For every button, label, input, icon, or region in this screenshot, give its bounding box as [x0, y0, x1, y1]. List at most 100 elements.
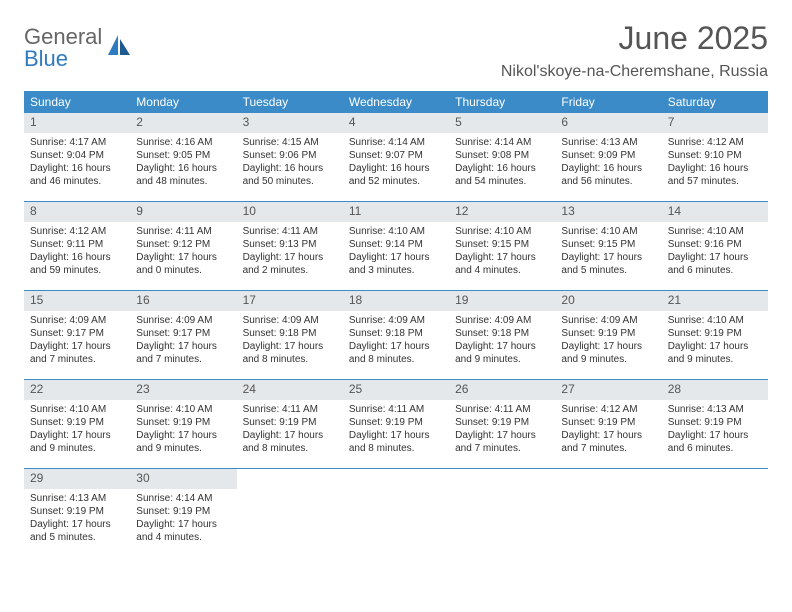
sunrise-text: Sunrise: 4:10 AM — [136, 403, 230, 416]
sunrise-text: Sunrise: 4:09 AM — [561, 314, 655, 327]
sunrise-text: Sunrise: 4:15 AM — [243, 136, 337, 149]
location-text: Nikol'skoye-na-Cheremshane, Russia — [501, 63, 768, 81]
sunset-text: Sunset: 9:08 PM — [455, 149, 549, 162]
sunset-text: Sunset: 9:07 PM — [349, 149, 443, 162]
sunrise-text: Sunrise: 4:09 AM — [243, 314, 337, 327]
daylight-text: Daylight: 17 hours and 6 minutes. — [668, 429, 762, 455]
sunset-text: Sunset: 9:14 PM — [349, 238, 443, 251]
day-number: 28 — [662, 380, 768, 400]
sunrise-text: Sunrise: 4:13 AM — [668, 403, 762, 416]
daylight-text: Daylight: 17 hours and 9 minutes. — [136, 429, 230, 455]
dow-thursday: Thursday — [449, 91, 555, 113]
daylight-text: Daylight: 17 hours and 8 minutes. — [243, 340, 337, 366]
day-number: 15 — [24, 291, 130, 311]
day-number: 5 — [449, 113, 555, 133]
day-cell: 11Sunrise: 4:10 AMSunset: 9:14 PMDayligh… — [343, 202, 449, 290]
day-cell: 25Sunrise: 4:11 AMSunset: 9:19 PMDayligh… — [343, 380, 449, 468]
sunrise-text: Sunrise: 4:12 AM — [561, 403, 655, 416]
sunset-text: Sunset: 9:18 PM — [243, 327, 337, 340]
day-cell: 19Sunrise: 4:09 AMSunset: 9:18 PMDayligh… — [449, 291, 555, 379]
daylight-text: Daylight: 17 hours and 9 minutes. — [455, 340, 549, 366]
week-row: 29Sunrise: 4:13 AMSunset: 9:19 PMDayligh… — [24, 469, 768, 557]
dow-sunday: Sunday — [24, 91, 130, 113]
daylight-text: Daylight: 17 hours and 8 minutes. — [349, 429, 443, 455]
calendar: Sunday Monday Tuesday Wednesday Thursday… — [24, 91, 768, 557]
daylight-text: Daylight: 17 hours and 9 minutes. — [561, 340, 655, 366]
sunrise-text: Sunrise: 4:09 AM — [455, 314, 549, 327]
day-body: Sunrise: 4:10 AMSunset: 9:15 PMDaylight:… — [555, 222, 661, 283]
day-body: Sunrise: 4:10 AMSunset: 9:19 PMDaylight:… — [662, 311, 768, 372]
dow-friday: Friday — [555, 91, 661, 113]
day-number: 22 — [24, 380, 130, 400]
daylight-text: Daylight: 17 hours and 9 minutes. — [668, 340, 762, 366]
sunset-text: Sunset: 9:17 PM — [30, 327, 124, 340]
day-number: 30 — [130, 469, 236, 489]
sunset-text: Sunset: 9:19 PM — [561, 416, 655, 429]
sunset-text: Sunset: 9:18 PM — [455, 327, 549, 340]
sunset-text: Sunset: 9:19 PM — [243, 416, 337, 429]
day-cell: 18Sunrise: 4:09 AMSunset: 9:18 PMDayligh… — [343, 291, 449, 379]
day-cell: 13Sunrise: 4:10 AMSunset: 9:15 PMDayligh… — [555, 202, 661, 290]
day-body: Sunrise: 4:14 AMSunset: 9:07 PMDaylight:… — [343, 133, 449, 194]
day-cell: 30Sunrise: 4:14 AMSunset: 9:19 PMDayligh… — [130, 469, 236, 557]
day-cell: 17Sunrise: 4:09 AMSunset: 9:18 PMDayligh… — [237, 291, 343, 379]
sunrise-text: Sunrise: 4:14 AM — [455, 136, 549, 149]
day-cell: 26Sunrise: 4:11 AMSunset: 9:19 PMDayligh… — [449, 380, 555, 468]
daylight-text: Daylight: 16 hours and 54 minutes. — [455, 162, 549, 188]
day-body: Sunrise: 4:10 AMSunset: 9:14 PMDaylight:… — [343, 222, 449, 283]
daylight-text: Daylight: 16 hours and 48 minutes. — [136, 162, 230, 188]
day-cell: 16Sunrise: 4:09 AMSunset: 9:17 PMDayligh… — [130, 291, 236, 379]
day-cell — [555, 469, 661, 557]
day-cell: 12Sunrise: 4:10 AMSunset: 9:15 PMDayligh… — [449, 202, 555, 290]
sunrise-text: Sunrise: 4:14 AM — [136, 492, 230, 505]
day-body: Sunrise: 4:10 AMSunset: 9:16 PMDaylight:… — [662, 222, 768, 283]
day-body: Sunrise: 4:09 AMSunset: 9:18 PMDaylight:… — [237, 311, 343, 372]
sunrise-text: Sunrise: 4:09 AM — [30, 314, 124, 327]
sunrise-text: Sunrise: 4:10 AM — [668, 225, 762, 238]
day-body: Sunrise: 4:09 AMSunset: 9:18 PMDaylight:… — [343, 311, 449, 372]
sunset-text: Sunset: 9:19 PM — [668, 327, 762, 340]
brand-name-top: General — [24, 26, 102, 48]
day-number: 27 — [555, 380, 661, 400]
daylight-text: Daylight: 17 hours and 6 minutes. — [668, 251, 762, 277]
sunset-text: Sunset: 9:18 PM — [349, 327, 443, 340]
day-cell: 1Sunrise: 4:17 AMSunset: 9:04 PMDaylight… — [24, 113, 130, 201]
day-body: Sunrise: 4:14 AMSunset: 9:08 PMDaylight:… — [449, 133, 555, 194]
daylight-text: Daylight: 17 hours and 0 minutes. — [136, 251, 230, 277]
week-row: 8Sunrise: 4:12 AMSunset: 9:11 PMDaylight… — [24, 202, 768, 291]
day-number: 13 — [555, 202, 661, 222]
day-number: 6 — [555, 113, 661, 133]
sunset-text: Sunset: 9:09 PM — [561, 149, 655, 162]
sunset-text: Sunset: 9:13 PM — [243, 238, 337, 251]
daylight-text: Daylight: 17 hours and 7 minutes. — [136, 340, 230, 366]
sunrise-text: Sunrise: 4:17 AM — [30, 136, 124, 149]
day-body: Sunrise: 4:13 AMSunset: 9:19 PMDaylight:… — [24, 489, 130, 550]
dow-monday: Monday — [130, 91, 236, 113]
day-body: Sunrise: 4:12 AMSunset: 9:19 PMDaylight:… — [555, 400, 661, 461]
day-cell: 24Sunrise: 4:11 AMSunset: 9:19 PMDayligh… — [237, 380, 343, 468]
day-number: 18 — [343, 291, 449, 311]
day-body: Sunrise: 4:14 AMSunset: 9:19 PMDaylight:… — [130, 489, 236, 550]
day-cell: 29Sunrise: 4:13 AMSunset: 9:19 PMDayligh… — [24, 469, 130, 557]
sunrise-text: Sunrise: 4:10 AM — [349, 225, 443, 238]
sunrise-text: Sunrise: 4:11 AM — [243, 403, 337, 416]
day-body: Sunrise: 4:10 AMSunset: 9:15 PMDaylight:… — [449, 222, 555, 283]
day-cell: 21Sunrise: 4:10 AMSunset: 9:19 PMDayligh… — [662, 291, 768, 379]
day-number: 4 — [343, 113, 449, 133]
day-number: 10 — [237, 202, 343, 222]
week-row: 1Sunrise: 4:17 AMSunset: 9:04 PMDaylight… — [24, 113, 768, 202]
day-number: 26 — [449, 380, 555, 400]
sunrise-text: Sunrise: 4:13 AM — [30, 492, 124, 505]
day-number: 25 — [343, 380, 449, 400]
day-body: Sunrise: 4:17 AMSunset: 9:04 PMDaylight:… — [24, 133, 130, 194]
daylight-text: Daylight: 17 hours and 4 minutes. — [136, 518, 230, 544]
day-cell: 23Sunrise: 4:10 AMSunset: 9:19 PMDayligh… — [130, 380, 236, 468]
sunrise-text: Sunrise: 4:11 AM — [136, 225, 230, 238]
day-number: 29 — [24, 469, 130, 489]
day-cell — [343, 469, 449, 557]
sunrise-text: Sunrise: 4:12 AM — [668, 136, 762, 149]
day-cell: 4Sunrise: 4:14 AMSunset: 9:07 PMDaylight… — [343, 113, 449, 201]
brand-logo: General Blue — [24, 26, 132, 70]
daylight-text: Daylight: 17 hours and 7 minutes. — [30, 340, 124, 366]
sunrise-text: Sunrise: 4:14 AM — [349, 136, 443, 149]
